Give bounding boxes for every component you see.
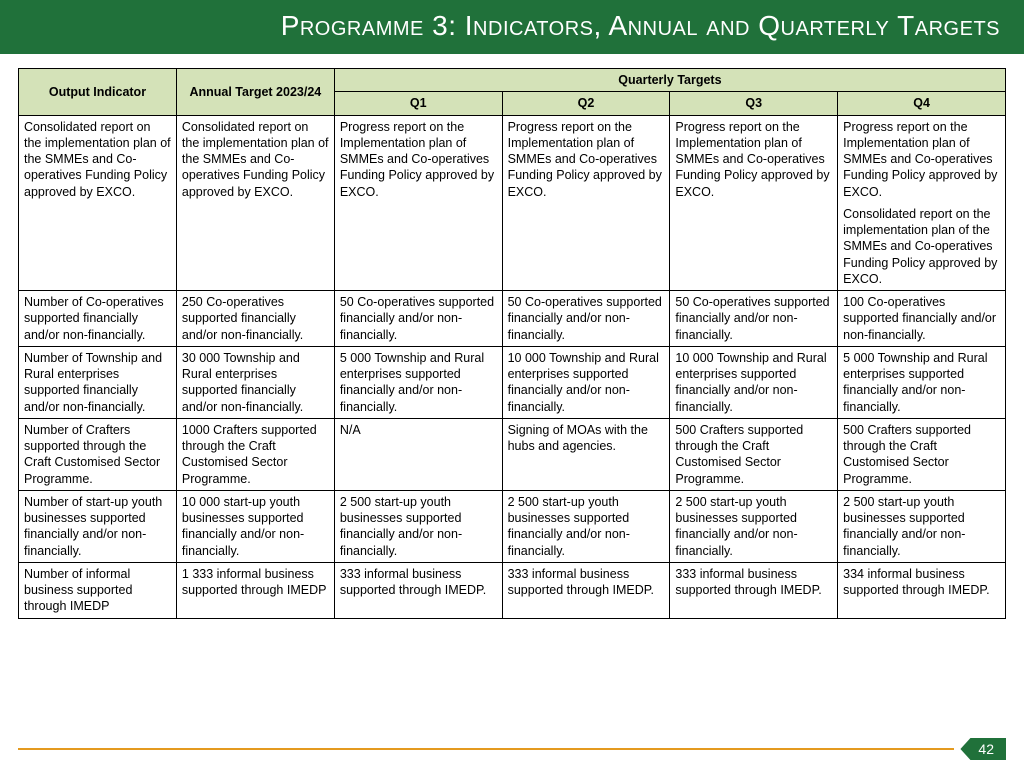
cell-q4-p1: Progress report on the Implementation pl…	[843, 119, 1000, 200]
cell-output: Number of Crafters supported through the…	[19, 418, 177, 490]
page-title: Programme 3: Indicators, Annual and Quar…	[281, 10, 1000, 41]
targets-table: Output Indicator Annual Target 2023/24 Q…	[18, 68, 1006, 619]
cell-q2: Progress report on the Implementation pl…	[502, 115, 670, 291]
table-row: Number of Township and Rural enterprises…	[19, 346, 1006, 418]
cell-q2: 2 500 start-up youth businesses supporte…	[502, 490, 670, 562]
table-row: Number of informal business supported th…	[19, 562, 1006, 618]
footer: 42	[0, 744, 1024, 754]
table-row: Consolidated report on the implementatio…	[19, 115, 1006, 291]
table-row: Number of Crafters supported through the…	[19, 418, 1006, 490]
footer-accent-line	[18, 748, 954, 750]
cell-q2: 333 informal business supported through …	[502, 562, 670, 618]
col-quarterly: Quarterly Targets	[334, 69, 1005, 92]
cell-q1: Progress report on the Implementation pl…	[334, 115, 502, 291]
cell-q3: 500 Crafters supported through the Craft…	[670, 418, 838, 490]
table-container: Output Indicator Annual Target 2023/24 Q…	[0, 54, 1024, 619]
table-header-row-1: Output Indicator Annual Target 2023/24 Q…	[19, 69, 1006, 92]
col-output: Output Indicator	[19, 69, 177, 116]
col-annual: Annual Target 2023/24	[176, 69, 334, 116]
col-q1: Q1	[334, 92, 502, 115]
col-q3: Q3	[670, 92, 838, 115]
page-number-badge: 42	[960, 738, 1006, 760]
cell-q2: Signing of MOAs with the hubs and agenci…	[502, 418, 670, 490]
cell-q2: 50 Co-operatives supported financially a…	[502, 291, 670, 347]
cell-output: Number of start-up youth businesses supp…	[19, 490, 177, 562]
cell-q4: 2 500 start-up youth businesses supporte…	[838, 490, 1006, 562]
cell-output: Number of Township and Rural enterprises…	[19, 346, 177, 418]
cell-annual: 1000 Crafters supported through the Craf…	[176, 418, 334, 490]
cell-q4: 100 Co-operatives supported financially …	[838, 291, 1006, 347]
table-row: Number of Co-operatives supported financ…	[19, 291, 1006, 347]
cell-q1: 50 Co-operatives supported financially a…	[334, 291, 502, 347]
cell-annual: 10 000 start-up youth businesses support…	[176, 490, 334, 562]
cell-output: Number of Co-operatives supported financ…	[19, 291, 177, 347]
table-row: Number of start-up youth businesses supp…	[19, 490, 1006, 562]
cell-q3: Progress report on the Implementation pl…	[670, 115, 838, 291]
cell-annual: 1 333 informal business supported throug…	[176, 562, 334, 618]
cell-q4: 5 000 Township and Rural enterprises sup…	[838, 346, 1006, 418]
cell-q1: 2 500 start-up youth businesses supporte…	[334, 490, 502, 562]
page-title-bar: Programme 3: Indicators, Annual and Quar…	[0, 0, 1024, 54]
cell-annual: 250 Co-operatives supported financially …	[176, 291, 334, 347]
cell-q4: Progress report on the Implementation pl…	[838, 115, 1006, 291]
cell-q1: 333 informal business supported through …	[334, 562, 502, 618]
cell-q3: 50 Co-operatives supported financially a…	[670, 291, 838, 347]
col-q4: Q4	[838, 92, 1006, 115]
cell-q4-p2: Consolidated report on the implementatio…	[843, 206, 1000, 287]
cell-q3: 333 informal business supported through …	[670, 562, 838, 618]
cell-q1: N/A	[334, 418, 502, 490]
cell-q1: 5 000 Township and Rural enterprises sup…	[334, 346, 502, 418]
cell-q4: 500 Crafters supported through the Craft…	[838, 418, 1006, 490]
col-q2: Q2	[502, 92, 670, 115]
cell-q3: 10 000 Township and Rural enterprises su…	[670, 346, 838, 418]
cell-annual: 30 000 Township and Rural enterprises su…	[176, 346, 334, 418]
cell-q3: 2 500 start-up youth businesses supporte…	[670, 490, 838, 562]
cell-output: Number of informal business supported th…	[19, 562, 177, 618]
cell-annual: Consolidated report on the implementatio…	[176, 115, 334, 291]
cell-output: Consolidated report on the implementatio…	[19, 115, 177, 291]
cell-q4: 334 informal business supported through …	[838, 562, 1006, 618]
cell-q2: 10 000 Township and Rural enterprises su…	[502, 346, 670, 418]
